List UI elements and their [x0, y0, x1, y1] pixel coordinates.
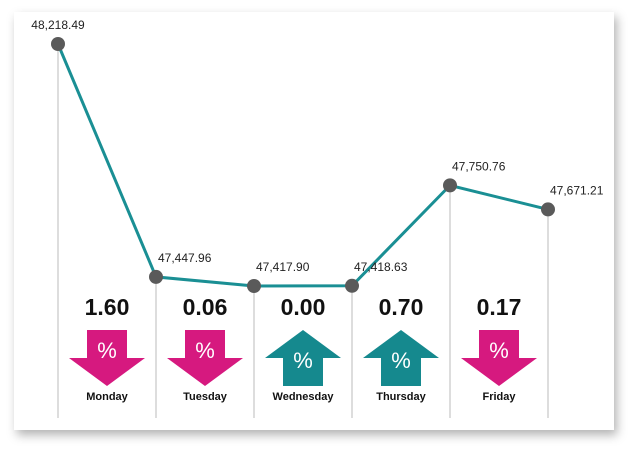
percent-symbol: %	[97, 338, 117, 363]
point	[541, 202, 555, 217]
value-label: 47,417.90	[256, 260, 310, 274]
point	[51, 37, 65, 51]
change-label: 0.70	[379, 294, 424, 320]
day-label: Wednesday	[273, 391, 335, 403]
up-arrow	[265, 330, 341, 386]
down-arrow	[167, 330, 243, 386]
change-label: 0.17	[477, 294, 522, 320]
down-arrow	[69, 330, 145, 386]
point	[149, 269, 163, 284]
value-label: 47,750.76	[452, 160, 506, 174]
day-label: Friday	[482, 391, 516, 403]
point	[345, 278, 359, 293]
change-label: 1.60	[85, 294, 130, 320]
percent-symbol: %	[195, 338, 215, 363]
change-label: 0.06	[183, 294, 228, 320]
point	[443, 178, 457, 193]
day-label: Monday	[86, 391, 128, 403]
day-label: Tuesday	[183, 391, 228, 403]
price-line	[56, 43, 549, 288]
value-label: 48,218.49	[31, 18, 85, 32]
up-arrow	[363, 330, 439, 386]
percent-symbol: %	[293, 348, 313, 373]
value-label: 47,418.63	[354, 260, 408, 274]
percent-symbol: %	[489, 338, 509, 363]
down-arrow	[461, 330, 537, 386]
value-label: 47,671.21	[550, 184, 604, 198]
day-label: Thursday	[376, 391, 426, 403]
value-label: 47,447.96	[158, 251, 212, 265]
percent-symbol: %	[391, 348, 411, 373]
point	[247, 279, 261, 293]
change-label: 0.00	[281, 294, 326, 320]
